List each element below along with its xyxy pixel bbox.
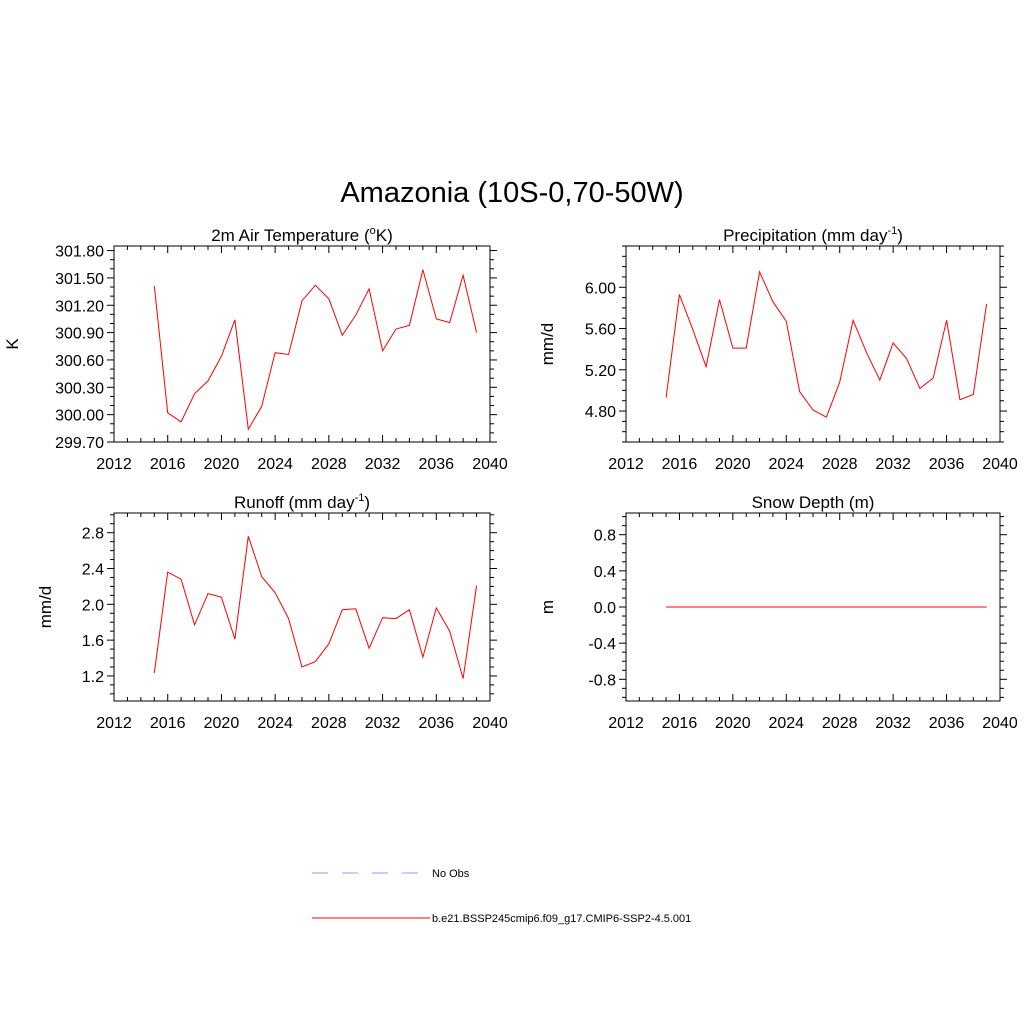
- air-temperature-title: 2m Air Temperature (oK): [211, 225, 393, 245]
- x-tick-label: 2040: [472, 456, 508, 473]
- x-tick-label: 2040: [982, 456, 1018, 473]
- y-tick-label: 299.70: [55, 435, 104, 452]
- x-tick-label: 2036: [929, 715, 965, 732]
- x-tick-label: 2040: [982, 715, 1018, 732]
- title-tail: ): [897, 226, 903, 245]
- x-tick-label: 2016: [662, 456, 698, 473]
- y-tick-label: 5.60: [585, 322, 616, 339]
- x-tick-label: 2024: [257, 715, 293, 732]
- x-tick-label: 2020: [715, 456, 751, 473]
- y-tick-label: 300.00: [55, 408, 104, 425]
- x-tick-label: 2028: [822, 715, 858, 732]
- y-tick-label: 2.0: [82, 597, 104, 614]
- plot-frame: [113, 245, 491, 443]
- y-tick-label: 301.50: [55, 271, 104, 288]
- series-line: [665, 270, 988, 418]
- x-tick-label: 2016: [150, 715, 186, 732]
- title-superscript: -1: [355, 492, 365, 504]
- y-tick-label: 301.80: [55, 244, 104, 261]
- x-tick-label: 2040: [472, 715, 508, 732]
- panel-precipitation: Precipitation (mm day-1) mm/d 2012 2016 2020…: [538, 225, 1018, 473]
- x-tick-label: 2024: [768, 715, 804, 732]
- y-tick-label: 300.90: [55, 326, 104, 343]
- title-tail: K): [376, 226, 393, 245]
- y-axis-label: mm/d: [538, 323, 557, 366]
- y-axis-label: K: [3, 338, 22, 350]
- x-tick-label: 2016: [662, 715, 698, 732]
- x-tick-label: 2032: [365, 456, 401, 473]
- legend-obs-label: No Obs: [432, 868, 470, 880]
- title-text: 2m Air Temperature (: [211, 226, 370, 245]
- y-tick-label: 1.6: [82, 633, 104, 650]
- x-tick-label: 2028: [311, 715, 347, 732]
- x-tick-label: 2012: [96, 715, 132, 732]
- y-tick-label: -0.8: [588, 672, 616, 689]
- title-text: Snow Depth (m): [752, 493, 875, 512]
- x-tick-label: 2024: [768, 456, 804, 473]
- plot-frame: [625, 245, 1001, 443]
- x-tick-label: 2016: [150, 456, 186, 473]
- panel-snow-depth: Snow Depth (m) m 2012 2016 2020 2024 2028 2032 2…: [538, 493, 1018, 732]
- x-tick-label: 2036: [418, 456, 454, 473]
- x-tick-label: 2020: [204, 715, 240, 732]
- x-tick-label: 2032: [875, 456, 911, 473]
- y-tick-label: 2.8: [82, 526, 104, 543]
- plot-frame: [113, 512, 491, 702]
- series-line: [153, 536, 478, 679]
- y-tick-label: 2.4: [82, 562, 104, 579]
- precipitation-title: Precipitation (mm day-1): [723, 225, 903, 245]
- y-tick-label: 300.60: [55, 353, 104, 370]
- x-tick-label: 2032: [875, 715, 911, 732]
- x-tick-label: 2028: [822, 456, 858, 473]
- x-tick-label: 2028: [311, 456, 347, 473]
- y-axis-label: mm/d: [36, 586, 55, 629]
- runoff-title: Runoff (mm day-1): [234, 492, 370, 512]
- y-tick-label: -0.4: [588, 636, 616, 653]
- figure-title: Amazonia (10S-0,70-50W): [340, 177, 683, 209]
- y-tick-label: 0.8: [594, 528, 616, 545]
- x-tick-label: 2012: [608, 715, 644, 732]
- y-tick-label: 5.20: [585, 363, 616, 380]
- legend-model-label: b.e21.BSSP245cmip6.f09_g17.CMIP6-SSP2-4.…: [432, 913, 691, 925]
- snow-depth-title: Snow Depth (m): [752, 493, 875, 512]
- x-tick-label: 2024: [257, 456, 293, 473]
- x-tick-label: 2012: [96, 456, 132, 473]
- title-text: Runoff (mm day: [234, 493, 355, 512]
- series-line: [153, 269, 478, 431]
- x-tick-label: 2036: [929, 456, 965, 473]
- x-tick-label: 2032: [365, 715, 401, 732]
- x-tick-label: 2036: [418, 715, 454, 732]
- y-tick-label: 1.2: [82, 669, 104, 686]
- x-tick-label: 2020: [204, 456, 240, 473]
- panel-runoff: Runoff (mm day-1) mm/d 2012 2016 2020 2024 202…: [36, 492, 508, 732]
- title-tail: ): [364, 493, 370, 512]
- title-superscript: o: [370, 225, 376, 237]
- title-text: Precipitation (mm day: [723, 226, 888, 245]
- y-tick-label: 6.00: [585, 280, 616, 297]
- y-tick-label: 4.80: [585, 404, 616, 421]
- y-tick-label: 300.30: [55, 380, 104, 397]
- title-superscript: -1: [887, 225, 897, 237]
- x-tick-label: 2012: [608, 456, 644, 473]
- y-tick-label: 301.20: [55, 298, 104, 315]
- legend: No Obs b.e21.BSSP245cmip6.f09_g17.CMIP6-…: [312, 868, 691, 925]
- y-tick-label: 0.0: [594, 600, 616, 617]
- y-axis-label: m: [538, 600, 557, 614]
- y-tick-label: 0.4: [594, 564, 616, 581]
- panel-air-temperature: 2m Air Temperature (oK) K 2012 2016 2020 2024…: [3, 225, 508, 473]
- x-tick-label: 2020: [715, 715, 751, 732]
